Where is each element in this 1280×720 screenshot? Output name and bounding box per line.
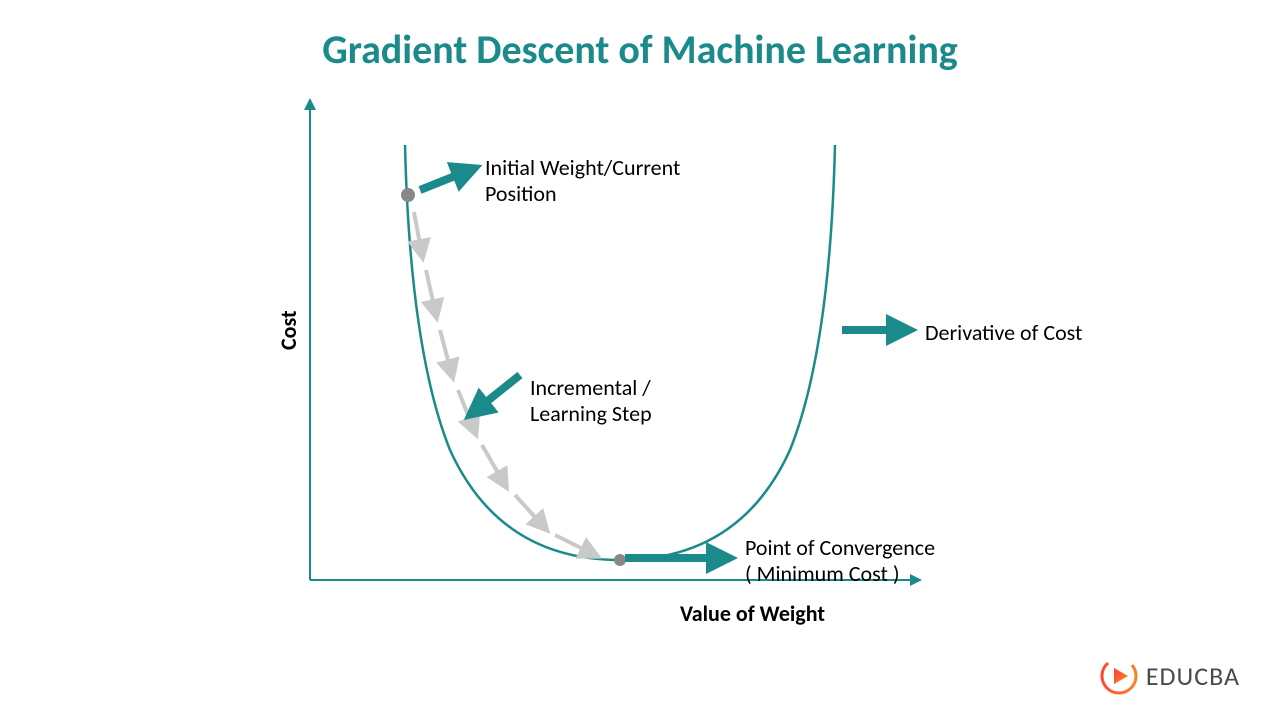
logo-text: EDUCBA xyxy=(1146,660,1240,692)
initial-point xyxy=(401,188,415,202)
minimum-point xyxy=(614,554,626,566)
initial-arrow xyxy=(420,168,475,190)
derivative-label: Derivative of Cost xyxy=(925,320,1082,346)
initial-label: Initial Weight/Current Position xyxy=(485,155,680,208)
page-title: Gradient Descent of Machine Learning xyxy=(0,25,1280,74)
y-axis-label: Cost xyxy=(275,310,302,350)
learning-arrow xyxy=(470,375,520,415)
educba-logo: EDUCBA xyxy=(1100,657,1240,695)
play-icon xyxy=(1100,657,1138,695)
learning-label: Incremental / Learning Step xyxy=(530,375,652,428)
convergence-label: Point of Convergence ( Minimum Cost ) xyxy=(745,535,935,588)
x-axis-label: Value of Weight xyxy=(680,600,825,627)
